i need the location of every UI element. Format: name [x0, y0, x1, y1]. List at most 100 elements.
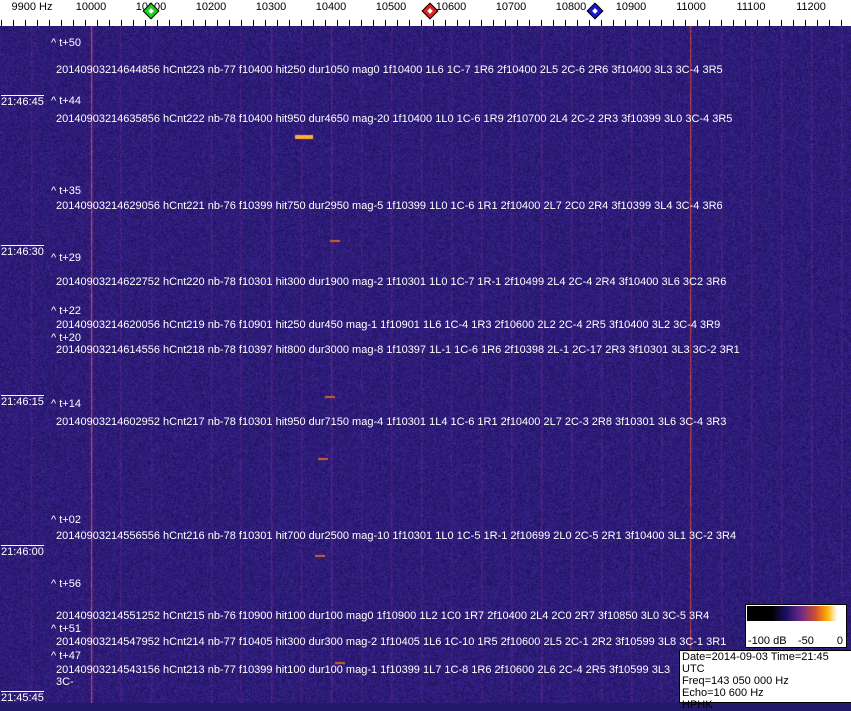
ruler-tick — [517, 20, 518, 26]
ruler-tick — [421, 20, 422, 26]
ruler-tick — [349, 20, 350, 26]
ruler-tick — [721, 20, 722, 26]
ruler-tick — [493, 20, 494, 26]
ruler-tick — [553, 20, 554, 26]
ruler-tick — [733, 20, 734, 26]
ruler-tick — [277, 20, 278, 26]
ruler-tick — [385, 20, 386, 26]
ruler-tick — [253, 20, 254, 26]
ruler-tick — [265, 20, 266, 26]
ruler-tick — [805, 20, 806, 26]
color-scale-bar — [747, 606, 845, 621]
ruler-tick — [673, 20, 674, 26]
ruler-tick — [841, 20, 842, 26]
ruler-tick — [85, 20, 86, 26]
time-offset-label: ^ t+14 — [51, 398, 81, 410]
ruler-tick — [397, 20, 398, 26]
ruler-tick — [73, 20, 74, 26]
ruler-tick — [745, 20, 746, 26]
ruler-tick — [301, 20, 302, 26]
ruler-tick — [565, 20, 566, 26]
ruler-tick — [685, 20, 686, 26]
ruler-tick — [481, 20, 482, 26]
ruler-tick-label: 10800 — [555, 1, 587, 13]
ruler-tick — [25, 20, 26, 26]
ruler-tick — [145, 20, 146, 26]
time-offset-label: ^ t+50 — [51, 37, 81, 49]
time-axis-label: 21:45:45 — [1, 691, 44, 704]
frequency-marker-blue-icon[interactable] — [586, 2, 604, 20]
detection-line: 20140903214629056 hCnt221 nb-76 f10399 h… — [56, 200, 723, 212]
detection-line: 20140903214551252 hCnt215 nb-76 f10900 h… — [56, 610, 710, 622]
ruler-tick — [457, 20, 458, 26]
ruler-tick — [373, 20, 374, 26]
ruler-tick — [649, 20, 650, 26]
ruler-tick-label: 10600 — [435, 1, 467, 13]
ruler-tick — [109, 20, 110, 26]
info-echo: Echo=10 600 Hz — [682, 687, 764, 699]
ruler-tick-label: 11200 — [796, 1, 826, 13]
time-offset-label: ^ t+47 — [51, 650, 81, 662]
detection-line: 20140903214620056 hCnt219 nb-76 f10901 h… — [56, 319, 721, 331]
ruler-tick — [229, 20, 230, 26]
ruler-tick — [169, 20, 170, 26]
ruler-tick — [97, 20, 98, 26]
ruler-tick — [337, 20, 338, 26]
detection-line: 20140903214635856 hCnt222 nb-78 f10400 h… — [56, 113, 733, 125]
time-axis-label: 21:46:45 — [1, 95, 44, 108]
ruler-tick — [217, 20, 218, 26]
info-box: Date=2014-09-03 Time=21:45 UTC Freq=143 … — [679, 650, 851, 711]
detection-line: 20140903214556556 hCnt216 nb-78 f10301 h… — [56, 530, 737, 542]
ruler-tick-label: 10300 — [255, 1, 287, 13]
ruler-tick — [781, 20, 782, 26]
ruler-tick — [793, 20, 794, 26]
time-offset-label: ^ t+22 — [51, 305, 81, 317]
ruler-tick — [37, 20, 38, 26]
ruler-tick-label: 11000 — [676, 1, 706, 13]
time-offset-label: ^ t+20 — [51, 332, 81, 344]
ruler-tick — [829, 20, 830, 26]
time-offset-label: ^ t+51 — [51, 623, 81, 635]
ruler-tick — [817, 20, 818, 26]
time-offset-label: ^ t+02 — [51, 514, 81, 526]
ruler-unit-label: 9900 Hz — [11, 1, 53, 13]
ruler-tick — [661, 20, 662, 26]
info-date-time: Date=2014-09-03 Time=21:45 UTC — [682, 651, 829, 675]
ruler-tick-label: 10500 — [375, 1, 407, 13]
ruler-tick-label: 10200 — [195, 1, 227, 13]
ruler-tick-label: 10400 — [315, 1, 347, 13]
ruler-tick — [1, 20, 2, 26]
time-offset-label: ^ t+56 — [51, 578, 81, 590]
ruler-tick — [697, 20, 698, 26]
legend-label-max: 0 — [836, 635, 843, 647]
ruler-tick-label: 10700 — [495, 1, 527, 13]
ruler-tick-label: 11100 — [736, 1, 766, 13]
detection-line: 20140903214543156 hCnt213 nb-77 f10399 h… — [56, 664, 671, 688]
ruler-tick-label: 10900 — [615, 1, 647, 13]
time-axis-label: 21:46:15 — [1, 395, 44, 408]
detection-line: 20140903214602952 hCnt217 nb-78 f10301 h… — [56, 416, 727, 428]
color-scale-legend: -100 dB -50 0 — [745, 604, 847, 648]
ruler-tick — [769, 20, 770, 26]
ruler-tick — [121, 20, 122, 26]
ruler-tick — [13, 20, 14, 26]
detection-line: 20140903214622752 hCnt220 nb-78 f10301 h… — [56, 276, 727, 288]
detection-line: 20140903214547952 hCnt214 nb-77 f10405 h… — [56, 636, 727, 648]
ruler-tick — [577, 20, 578, 26]
ruler-tick — [409, 20, 410, 26]
ruler-tick — [505, 20, 506, 26]
ruler-tick — [601, 20, 602, 26]
time-axis-label: 21:46:00 — [1, 545, 44, 558]
ruler-tick — [49, 20, 50, 26]
ruler-tick — [157, 20, 158, 26]
waterfall-canvas — [0, 26, 851, 703]
legend-label-min: -100 dB — [748, 635, 787, 647]
ruler-tick — [241, 20, 242, 26]
ruler-tick — [709, 20, 710, 26]
ruler-tick — [61, 20, 62, 26]
ruler-tick — [205, 20, 206, 26]
info-station: HPHK — [682, 699, 713, 711]
ruler-tick — [433, 20, 434, 26]
detection-line: 20140903214614556 hCnt218 nb-78 f10397 h… — [56, 344, 740, 356]
ruler-tick — [469, 20, 470, 26]
